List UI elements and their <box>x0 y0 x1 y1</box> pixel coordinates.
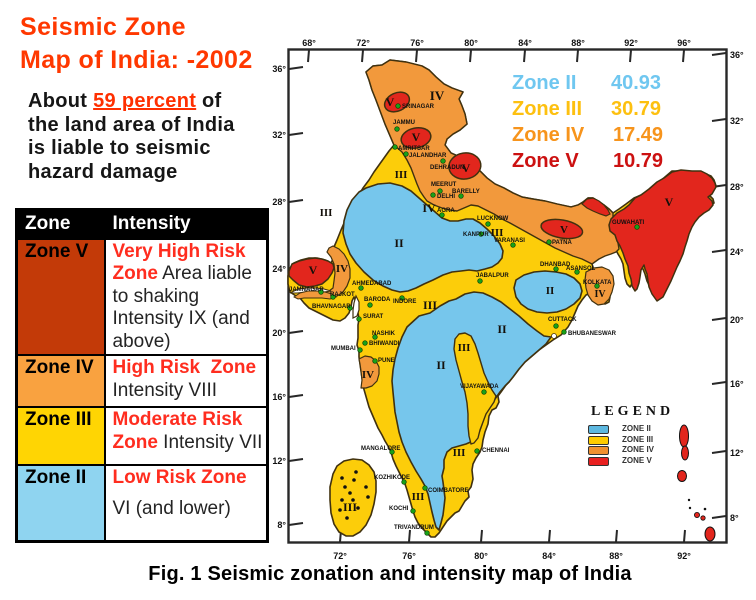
svg-text:V: V <box>462 161 471 175</box>
svg-text:20°: 20° <box>272 328 286 338</box>
svg-text:III: III <box>453 447 466 459</box>
svg-text:12°: 12° <box>272 456 286 466</box>
svg-text:PUNE: PUNE <box>378 358 395 364</box>
svg-text:32°: 32° <box>272 130 286 140</box>
svg-text:84°: 84° <box>542 551 556 561</box>
svg-text:III: III <box>458 342 471 354</box>
svg-text:MUMBAI: MUMBAI <box>331 346 356 352</box>
svg-text:IV: IV <box>430 88 445 103</box>
svg-text:KOCHI: KOCHI <box>389 506 409 512</box>
svg-text:BARODA: BARODA <box>364 297 391 303</box>
svg-text:II: II <box>497 322 507 336</box>
svg-text:JALANDHAR: JALANDHAR <box>409 153 447 159</box>
svg-text:72°: 72° <box>356 38 370 48</box>
svg-text:JAMNAGAR: JAMNAGAR <box>289 287 324 293</box>
svg-text:II: II <box>546 285 555 297</box>
svg-text:III: III <box>395 169 408 181</box>
svg-text:24°: 24° <box>730 247 744 257</box>
svg-text:PATNA: PATNA <box>552 240 572 246</box>
svg-text:8°: 8° <box>730 513 739 523</box>
svg-text:DELHI: DELHI <box>437 194 455 200</box>
svg-text:AHMEDABAD: AHMEDABAD <box>352 281 392 287</box>
svg-text:TRIVANDRUM: TRIVANDRUM <box>394 525 434 531</box>
svg-text:BARELLY: BARELLY <box>452 189 480 195</box>
svg-text:AGRA: AGRA <box>437 208 455 214</box>
svg-text:RAJKOT: RAJKOT <box>330 292 355 298</box>
svg-text:III: III <box>412 491 425 503</box>
svg-text:CUTTACK: CUTTACK <box>548 317 577 323</box>
svg-text:KOLKATA: KOLKATA <box>583 280 612 286</box>
svg-text:24°: 24° <box>272 264 286 274</box>
svg-text:92°: 92° <box>624 38 638 48</box>
svg-text:COIMBATORE: COIMBATORE <box>428 488 468 494</box>
svg-text:VARANASI: VARANASI <box>494 238 525 244</box>
svg-text:ASANSOL: ASANSOL <box>566 266 596 272</box>
svg-text:IV: IV <box>422 201 436 215</box>
svg-text:DEHRADUN: DEHRADUN <box>430 165 464 171</box>
svg-text:28°: 28° <box>272 197 286 207</box>
svg-text:KANPUR: KANPUR <box>463 232 489 238</box>
svg-text:16°: 16° <box>730 379 744 389</box>
svg-text:II: II <box>394 236 404 250</box>
svg-text:III: III <box>423 298 437 312</box>
svg-text:88°: 88° <box>609 551 623 561</box>
svg-text:68°: 68° <box>302 38 316 48</box>
svg-text:MEERUT: MEERUT <box>431 182 457 188</box>
svg-text:IV: IV <box>336 263 348 275</box>
svg-text:III: III <box>491 227 504 239</box>
svg-text:VIJAYAWADA: VIJAYAWADA <box>460 384 499 390</box>
svg-text:II: II <box>436 358 446 372</box>
svg-text:28°: 28° <box>730 182 744 192</box>
svg-text:36°: 36° <box>730 50 744 60</box>
svg-text:NASHIK: NASHIK <box>372 331 396 337</box>
svg-text:AMRITSAR: AMRITSAR <box>398 146 430 152</box>
svg-text:GUWAHATI: GUWAHATI <box>612 220 645 226</box>
svg-text:IV: IV <box>594 289 606 300</box>
svg-text:V: V <box>665 195 674 209</box>
svg-text:BHUBANESWAR: BHUBANESWAR <box>568 331 617 337</box>
svg-text:LUCKNOW: LUCKNOW <box>477 216 509 222</box>
svg-text:32°: 32° <box>730 116 744 126</box>
svg-text:MANGALORE: MANGALORE <box>361 446 400 452</box>
svg-text:BHIWANDI: BHIWANDI <box>369 341 400 347</box>
svg-text:III: III <box>320 207 333 219</box>
svg-text:IV: IV <box>362 369 374 381</box>
svg-text:16°: 16° <box>272 392 286 402</box>
svg-text:JAMMU: JAMMU <box>393 120 415 126</box>
svg-text:BHAVNAGAR: BHAVNAGAR <box>312 304 351 310</box>
svg-text:76°: 76° <box>402 551 416 561</box>
svg-text:III: III <box>343 500 357 514</box>
svg-text:JABALPUR: JABALPUR <box>476 273 509 279</box>
svg-text:8°: 8° <box>277 520 286 530</box>
svg-text:CHENNAI: CHENNAI <box>482 448 510 454</box>
svg-text:92°: 92° <box>677 551 691 561</box>
svg-text:20°: 20° <box>730 315 744 325</box>
svg-text:80°: 80° <box>464 38 478 48</box>
svg-text:V: V <box>412 130 421 144</box>
svg-text:INDORE: INDORE <box>393 299 416 305</box>
svg-text:96°: 96° <box>677 38 691 48</box>
svg-text:KOZHIKODE: KOZHIKODE <box>374 475 410 481</box>
svg-text:V: V <box>309 263 318 277</box>
svg-text:36°: 36° <box>272 64 286 74</box>
svg-text:84°: 84° <box>518 38 532 48</box>
svg-text:DHANBAD: DHANBAD <box>540 262 571 268</box>
svg-text:V: V <box>386 95 395 109</box>
svg-text:SURAT: SURAT <box>363 314 384 320</box>
svg-text:V: V <box>560 224 568 236</box>
svg-text:80°: 80° <box>474 551 488 561</box>
svg-text:76°: 76° <box>410 38 424 48</box>
svg-text:SRINAGAR: SRINAGAR <box>402 104 435 110</box>
svg-text:12°: 12° <box>730 448 744 458</box>
svg-text:72°: 72° <box>333 551 347 561</box>
svg-text:88°: 88° <box>571 38 585 48</box>
